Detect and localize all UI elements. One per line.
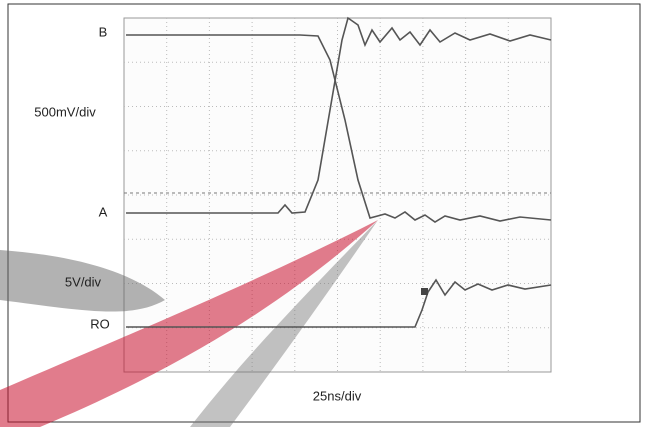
- scale-label: 500mV/div: [34, 104, 96, 119]
- trace-b: [126, 34, 552, 223]
- channel-label: A: [99, 204, 108, 219]
- trigger-marker: [421, 288, 428, 295]
- channel-label: B: [99, 24, 108, 39]
- trace-a: [126, 16, 552, 214]
- watermark-grey: [0, 250, 165, 312]
- grid: [124, 18, 551, 372]
- watermark-grey-2: [190, 220, 378, 427]
- time-scale-label: 25ns/div: [313, 388, 362, 403]
- channel-label: RO: [90, 316, 110, 331]
- scale-label: 5V/div: [65, 274, 102, 289]
- watermark-red: [0, 220, 378, 427]
- trace-ro: [126, 278, 552, 328]
